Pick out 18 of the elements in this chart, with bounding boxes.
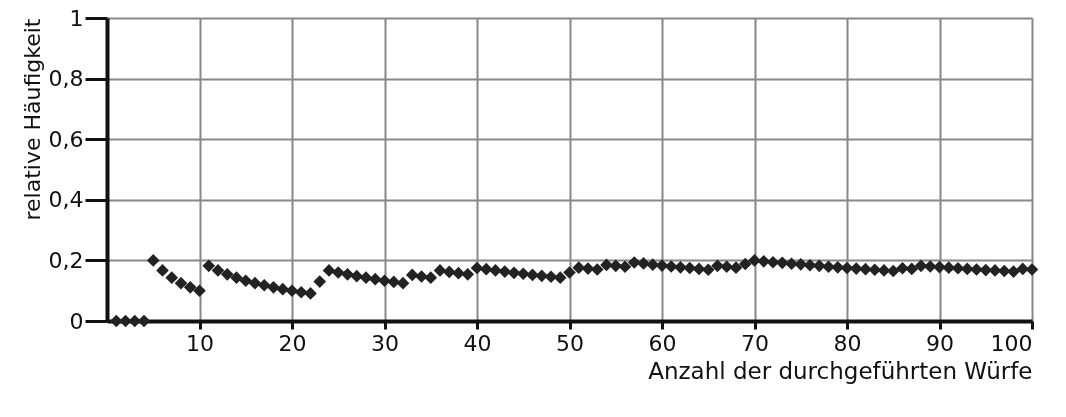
x-tick-label: 30 (371, 330, 399, 356)
x-tick-label: 60 (648, 330, 677, 356)
y-tick-label: 1 (69, 5, 84, 31)
x-tick-label: 70 (741, 330, 769, 356)
x-tick-label: 40 (463, 330, 492, 356)
x-tick-label: 20 (278, 330, 307, 356)
x-tick-label: 100 (990, 330, 1033, 356)
x-tick-label: 90 (926, 330, 954, 356)
x-tick-label: 10 (186, 330, 214, 356)
x-tick-label: 50 (556, 330, 584, 356)
x-axis-title: Anzahl der durchgeführten Würfe (648, 357, 1033, 384)
y-tick-label: 0,8 (48, 66, 84, 92)
y-tick-label: 0 (69, 308, 84, 334)
y-tick-label: 0,6 (48, 126, 84, 152)
y-axis-title: relative Häufigkeit (19, 18, 45, 221)
x-tick-label: 80 (833, 330, 862, 356)
y-tick-label: 0,4 (48, 187, 84, 213)
y-tick-label: 0,2 (48, 247, 84, 273)
